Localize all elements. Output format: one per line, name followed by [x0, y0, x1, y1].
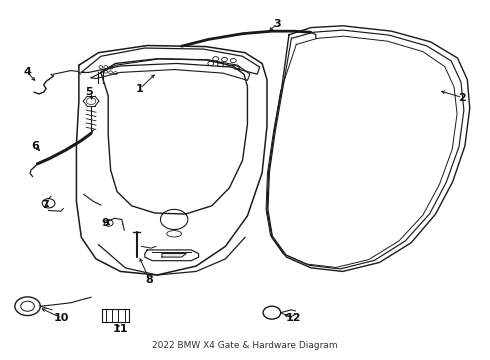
Polygon shape	[162, 253, 186, 257]
Text: 8: 8	[146, 275, 153, 285]
Text: 11: 11	[113, 324, 128, 334]
Text: 2: 2	[459, 93, 466, 103]
Text: 7: 7	[41, 200, 49, 210]
Text: 9: 9	[102, 218, 110, 228]
Text: 10: 10	[54, 313, 70, 323]
Text: 3: 3	[273, 19, 281, 29]
Text: 5: 5	[85, 87, 93, 97]
Text: 4: 4	[24, 67, 31, 77]
Text: 12: 12	[286, 313, 302, 323]
Text: 2022 BMW X4 Gate & Hardware Diagram: 2022 BMW X4 Gate & Hardware Diagram	[152, 341, 338, 350]
Text: 6: 6	[31, 141, 39, 151]
Text: 1: 1	[136, 84, 144, 94]
